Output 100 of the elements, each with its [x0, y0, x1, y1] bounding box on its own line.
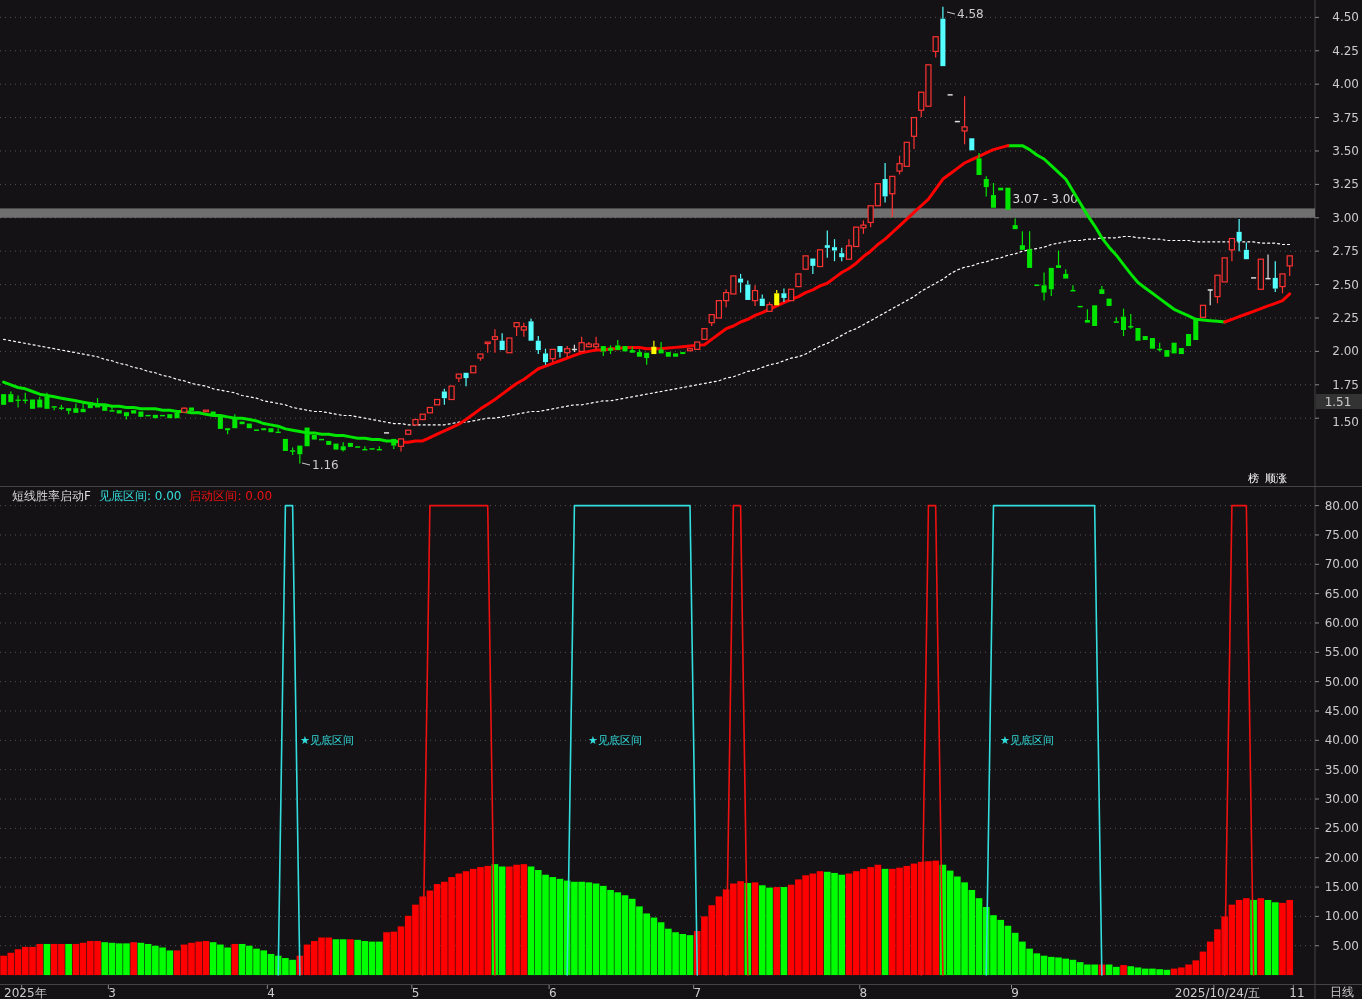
- text: 日线: [1330, 985, 1354, 999]
- candlestick: [174, 412, 180, 419]
- candlestick: [405, 429, 412, 435]
- candlestick: [1236, 218, 1242, 252]
- x-tick-label: 7: [693, 986, 702, 999]
- y-tick-label: 20.00: [1324, 850, 1359, 865]
- candlestick: [268, 428, 274, 433]
- candlestick: [347, 442, 353, 447]
- candlestick: [73, 402, 79, 413]
- y-tick-label: 2.50: [1332, 277, 1359, 292]
- bar: [1120, 965, 1127, 976]
- candlestick: [109, 405, 115, 412]
- candlestick: [326, 440, 332, 445]
- y-tick-label: 70.00: [1324, 557, 1359, 572]
- candlestick: [131, 410, 137, 414]
- y-tick-label: 4.50: [1332, 10, 1359, 25]
- candlestick: [673, 353, 679, 357]
- candlestick: [311, 434, 317, 440]
- text: 1.51: [1324, 395, 1352, 409]
- candlestick: [680, 352, 686, 355]
- candlestick: [1099, 285, 1105, 294]
- bar: [780, 887, 788, 976]
- candlestick: [29, 399, 36, 409]
- candlestick: [1142, 336, 1148, 341]
- candlestick: [1257, 258, 1264, 290]
- candlestick: [8, 390, 14, 403]
- annotation: 顺涨: [1265, 472, 1287, 485]
- x-tick-label: 9: [1011, 986, 1019, 999]
- candlestick: [969, 138, 975, 151]
- chart-title: 短线胜率启动F: [12, 489, 91, 503]
- x-tick-label: 6: [548, 986, 557, 999]
- y-tick-label: 30.00: [1324, 792, 1359, 807]
- y-tick-label: 3.75: [1332, 110, 1359, 125]
- y-tick-label: 60.00: [1324, 615, 1359, 630]
- x-tick-label: 2025/10/24/五: [1174, 986, 1261, 999]
- candlestick: [123, 412, 129, 421]
- annotation: 1.16: [312, 458, 339, 472]
- annotation: ★见底区间: [588, 734, 642, 747]
- candlestick: [1005, 187, 1011, 210]
- candlestick: [397, 438, 405, 453]
- candlestick: [1106, 298, 1112, 306]
- candlestick: [651, 340, 657, 355]
- candlestick: [889, 175, 896, 218]
- candlestick: [506, 337, 513, 354]
- candlestick: [658, 341, 664, 354]
- x-tick-label: 8: [859, 986, 868, 999]
- candlestick: [816, 249, 824, 268]
- y-tick-label: 3.25: [1332, 177, 1359, 192]
- candlestick: [297, 445, 303, 465]
- y-tick-label: 15.00: [1324, 880, 1359, 895]
- y-tick-label: 3.00: [1332, 210, 1359, 225]
- bar: [231, 943, 239, 976]
- y-tick-label: 5.00: [1332, 938, 1359, 953]
- y-tick-label: 10.00: [1324, 909, 1359, 924]
- candlestick: [802, 255, 809, 270]
- candlestick: [528, 318, 534, 341]
- candlestick: [1171, 342, 1177, 354]
- y-tick-label: 2.00: [1332, 344, 1359, 359]
- bar: [65, 943, 72, 976]
- candlestick: [976, 152, 982, 176]
- candlestick: [940, 6, 946, 67]
- candlestick: [795, 273, 802, 288]
- candlestick: [15, 394, 21, 409]
- y-tick-label: 4.00: [1332, 77, 1359, 92]
- candlestick: [1041, 271, 1047, 302]
- candlestick: [1092, 305, 1098, 327]
- candlestick: [1149, 338, 1155, 349]
- candlestick: [116, 410, 122, 414]
- y-tick-label: 1.75: [1332, 377, 1359, 392]
- y-tick-label: 35.00: [1324, 762, 1359, 777]
- candlestick: [282, 438, 288, 451]
- candlestick: [102, 405, 108, 411]
- annotation: ★见底区间: [1000, 734, 1054, 747]
- x-tick-label: 4: [267, 986, 275, 999]
- candlestick: [138, 411, 144, 417]
- candlestick: [1228, 237, 1236, 262]
- x-tick-label: 11: [1289, 986, 1305, 999]
- candlestick: [333, 443, 339, 450]
- candlestick: [1, 394, 7, 405]
- annotation: 榜: [1247, 472, 1259, 485]
- y-tick-label: 3.50: [1332, 143, 1359, 158]
- y-tick-label: 65.00: [1324, 586, 1359, 601]
- bar: [773, 887, 781, 976]
- candlestick: [1193, 319, 1199, 341]
- x-tick-label: 2025年: [4, 986, 47, 999]
- bar: [1257, 898, 1265, 976]
- text: 启动区间: 0.00: [189, 489, 273, 503]
- candlestick: [788, 288, 795, 302]
- annotation: 4.58: [957, 7, 984, 21]
- y-tick-label: 50.00: [1324, 674, 1359, 689]
- y-tick-label: 80.00: [1324, 498, 1359, 513]
- candlestick: [1178, 348, 1184, 355]
- candlestick: [622, 346, 628, 352]
- candlestick: [1186, 334, 1192, 347]
- y-tick-label: 45.00: [1324, 703, 1359, 718]
- candlestick: [44, 392, 50, 409]
- candlestick: [557, 346, 563, 358]
- candlestick: [426, 406, 434, 414]
- candlestick: [434, 398, 441, 406]
- x-tick-label: 5: [411, 986, 420, 999]
